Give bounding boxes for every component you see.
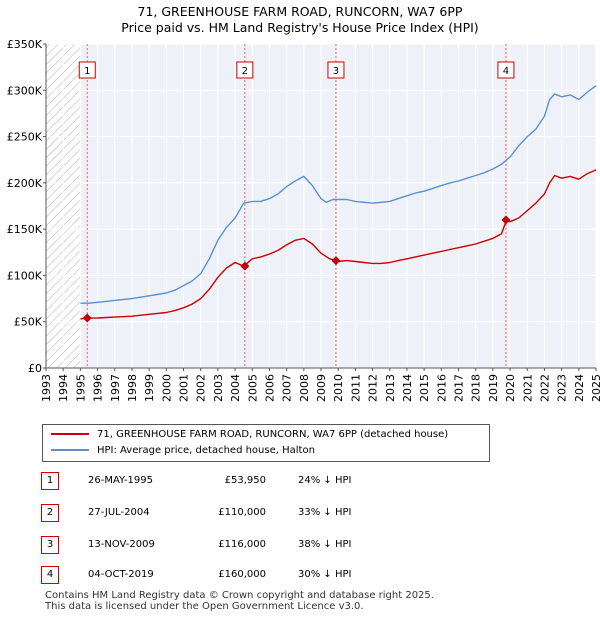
- x-tick-label: 1994: [57, 374, 70, 402]
- x-tick-label: 2005: [246, 374, 259, 402]
- footer-copyright: Contains HM Land Registry data © Crown c…: [45, 590, 434, 601]
- x-tick-label: 2006: [263, 374, 276, 402]
- y-tick-label: £0: [28, 362, 42, 375]
- sale-point: [240, 261, 250, 271]
- sale-row: 3 13-NOV-2009 £116,000 38% ↓ HPI: [0, 536, 600, 556]
- sale-number-badge: 4: [41, 566, 59, 584]
- sale-price: £53,950: [224, 475, 266, 486]
- x-tick-label: 2022: [538, 374, 551, 402]
- sale-hpi-diff: 38% ↓ HPI: [298, 539, 352, 550]
- sale-point: [82, 313, 92, 323]
- x-tick-label: 1997: [109, 374, 122, 402]
- chart-title: 71, GREENHOUSE FARM ROAD, RUNCORN, WA7 6…: [137, 4, 463, 19]
- legend-label-hpi: HPI: Average price, detached house, Halt…: [97, 445, 315, 456]
- x-tick-label: 2008: [298, 374, 311, 402]
- x-tick-label: 2013: [384, 374, 397, 402]
- x-tick-label: 1998: [126, 374, 139, 402]
- hpi-line: [80, 85, 597, 304]
- sale-number-badge: 1: [41, 472, 59, 490]
- sale-point: [501, 215, 511, 225]
- sale-hpi-diff: 24% ↓ HPI: [298, 475, 352, 486]
- sale-marker-box: [327, 61, 345, 79]
- x-tick-label: 1996: [92, 374, 105, 402]
- y-tick-label: £350K: [7, 38, 43, 51]
- sale-date: 13-NOV-2009: [88, 539, 155, 550]
- price-paid-line: [80, 169, 597, 320]
- legend-item-hpi: HPI: Average price, detached house, Halt…: [51, 444, 315, 458]
- y-tick-label: £200K: [7, 177, 43, 190]
- sale-row: 4 04-OCT-2019 £160,000 30% ↓ HPI: [0, 566, 600, 586]
- x-tick-label: 2002: [195, 374, 208, 402]
- y-tick-label: £250K: [7, 131, 43, 144]
- chart-subtitle: Price paid vs. HM Land Registry's House …: [121, 20, 479, 35]
- y-tick-label: £150K: [7, 223, 43, 236]
- legend-label-price-paid: 71, GREENHOUSE FARM ROAD, RUNCORN, WA7 6…: [97, 429, 449, 440]
- x-tick-label: 2017: [453, 374, 466, 402]
- x-tick-label: 1995: [74, 374, 87, 402]
- x-tick-label: 2001: [178, 374, 191, 402]
- sale-marker-label: 2: [242, 66, 248, 77]
- sale-row: 2 27-JUL-2004 £110,000 33% ↓ HPI: [0, 504, 600, 524]
- x-tick-label: 2007: [281, 374, 294, 402]
- legend-item-price-paid: 71, GREENHOUSE FARM ROAD, RUNCORN, WA7 6…: [51, 428, 448, 442]
- sale-marker-label: 4: [503, 66, 509, 77]
- x-tick-label: 2003: [212, 374, 225, 402]
- x-tick-label: 2021: [521, 374, 534, 402]
- x-tick-label: 2000: [160, 374, 173, 402]
- x-tick-label: 2012: [367, 374, 380, 402]
- sale-price: £160,000: [218, 569, 266, 580]
- sale-date: 04-OCT-2019: [88, 569, 154, 580]
- x-tick-label: 2018: [470, 374, 483, 402]
- x-tick-label: 2015: [418, 374, 431, 402]
- x-tick-label: 2011: [349, 374, 362, 402]
- x-tick-label: 2025: [590, 374, 600, 402]
- x-tick-label: 2009: [315, 374, 328, 402]
- legend-swatch-price-paid: [51, 433, 89, 435]
- sale-row: 1 26-MAY-1995 £53,950 24% ↓ HPI: [0, 472, 600, 492]
- sale-price: £116,000: [218, 539, 266, 550]
- sale-date: 26-MAY-1995: [88, 475, 154, 486]
- sale-hpi-diff: 33% ↓ HPI: [298, 507, 352, 518]
- x-tick-label: 2014: [401, 374, 414, 402]
- x-tick-label: 2024: [573, 374, 586, 402]
- y-tick-label: £100K: [7, 269, 43, 282]
- x-tick-label: 2019: [487, 374, 500, 402]
- sale-number-badge: 3: [41, 536, 59, 554]
- footer-licence: This data is licensed under the Open Gov…: [45, 601, 364, 612]
- sale-point: [331, 256, 341, 266]
- x-tick-label: 1993: [40, 374, 53, 402]
- sale-price: £110,000: [218, 507, 266, 518]
- sale-number-badge: 2: [41, 504, 59, 522]
- sale-hpi-diff: 30% ↓ HPI: [298, 569, 352, 580]
- footer: Contains HM Land Registry data © Crown c…: [45, 590, 434, 612]
- sale-date: 27-JUL-2004: [88, 507, 150, 518]
- x-tick-label: 2020: [504, 374, 517, 402]
- price-chart: £0 £50K £100K £150K £200K £250K £300K £350K 1993…: [7, 38, 600, 402]
- x-tick-label: 2023: [556, 374, 569, 402]
- x-tick-label: 1999: [143, 374, 156, 402]
- sale-marker-label: 1: [84, 66, 90, 77]
- x-tick-label: 2016: [435, 374, 448, 402]
- sale-marker-label: 3: [333, 66, 339, 77]
- legend-swatch-hpi: [51, 449, 89, 451]
- sale-marker-box: [497, 61, 515, 79]
- y-tick-label: £50K: [14, 316, 43, 329]
- x-tick-label: 2010: [332, 374, 345, 402]
- x-tick-label: 2004: [229, 374, 242, 402]
- y-tick-label: £300K: [7, 84, 43, 97]
- sale-marker-box: [236, 61, 254, 79]
- legend: 71, GREENHOUSE FARM ROAD, RUNCORN, WA7 6…: [42, 424, 490, 462]
- sale-marker-box: [78, 61, 96, 79]
